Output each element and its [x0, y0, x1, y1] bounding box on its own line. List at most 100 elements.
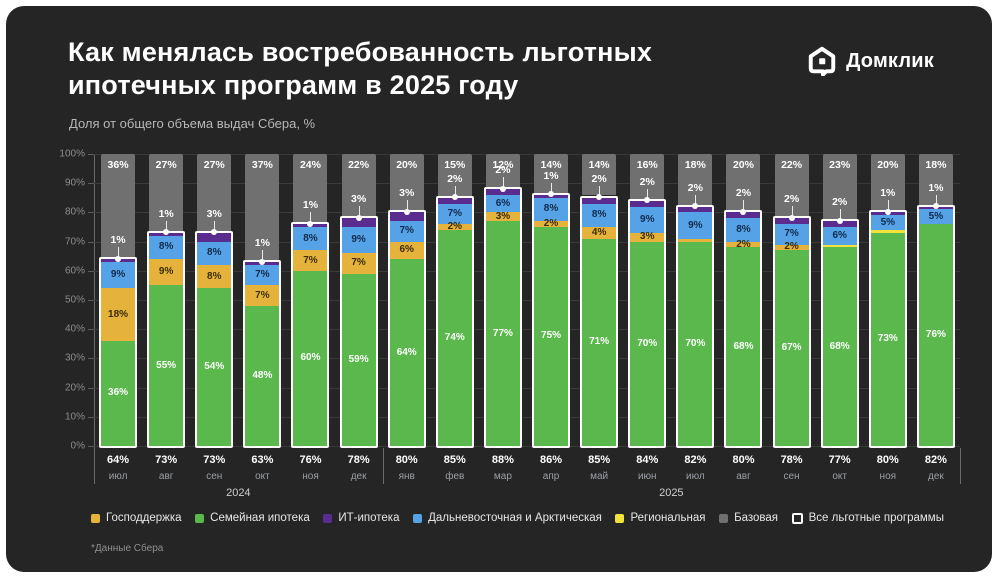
segment-it [630, 200, 665, 207]
all-programs-marker-dot [836, 217, 843, 224]
label-fareast: 8% [158, 241, 174, 253]
label-base: 16% [636, 159, 658, 171]
segment-fareast: 5% [870, 215, 905, 230]
all-programs-leader-line [743, 200, 745, 210]
subsidized-stack: 9%1%70%2% [676, 182, 715, 448]
chart-plot-area: 0% 10% 20% 30% 40% 50% 60% 70% 80% 90% 100% 36% 9% 1… [59, 149, 960, 452]
segment-it [341, 218, 376, 227]
segment-gos: 9% [149, 259, 184, 286]
label-base: 37% [251, 159, 273, 171]
label-family: 68% [733, 340, 754, 352]
bar-column-сен-2024: 27% 8% 8% 54% 3% [190, 154, 238, 448]
segment-gos: 7% [341, 253, 376, 274]
segment-base: 37% [245, 154, 280, 263]
label-it: 2% [495, 164, 511, 177]
month-label: май [590, 471, 609, 482]
segment-it [822, 221, 857, 227]
house-icon [807, 46, 837, 76]
segment-family: 48% [245, 305, 280, 446]
bar-column-фев-2025: 15% 7% 2% 74% 2% [431, 154, 479, 448]
segment-it [389, 212, 424, 222]
segment-family: 70% [678, 241, 713, 446]
total-label: 80% [395, 454, 418, 466]
all-programs-marker-dot [499, 185, 506, 192]
bar-column-дек-2024: 22% 9% 7% 59% 3% [335, 154, 383, 448]
label-fareast: 8% [591, 209, 607, 221]
year-label-2025: 2025 [659, 487, 684, 499]
x-label-фев-2025: 85% фев [431, 450, 479, 482]
subsidized-stack: 8% 9% 55% 1% [147, 208, 186, 448]
segment-family: 64% [389, 259, 424, 446]
subsidized-stack: 8% 4% 71% 2% [580, 173, 619, 448]
legend-item-base: Базовая [719, 512, 778, 524]
bar-column-авг-2024: 27% 8% 9% 55% 1% [142, 154, 190, 448]
y-tick-label: 40% [64, 323, 85, 335]
y-tick-mark [88, 446, 94, 447]
segment-gos: 7% [245, 285, 280, 306]
x-label-июн-2025: 84% июн [623, 450, 671, 482]
legend-swatch-all [791, 512, 803, 524]
subsidized-stack: 8% 8% 54% 3% [195, 208, 234, 448]
segment-fareast: 9% [341, 227, 376, 254]
gridline-0% [94, 446, 960, 447]
total-label: 78% [347, 454, 370, 466]
label-base: 15% [444, 159, 466, 171]
gridline-100% [94, 154, 960, 155]
y-tick-label: 30% [64, 352, 85, 364]
label-base: 20% [732, 159, 754, 171]
y-tick-label: 60% [64, 265, 85, 277]
total-label: 86% [540, 454, 563, 466]
all-programs-marker-dot [644, 197, 651, 204]
legend-label-all: Все льготные программы [808, 512, 944, 524]
label-base: 18% [684, 159, 706, 171]
bar-column-ноя-2024: 24% 8% 7% 60% 1% [286, 154, 334, 448]
all-programs-leader-line [935, 194, 937, 204]
segment-family: 70% [630, 241, 665, 446]
legend-item-all: Все льготные программы [791, 512, 944, 524]
x-label-май-2025: 85% май [575, 450, 623, 482]
label-base: 23% [829, 159, 851, 171]
segment-base: 27% [149, 154, 184, 233]
label-it: 2% [639, 175, 655, 188]
segment-fareast: 7% [389, 221, 424, 242]
bar-column-окт-2024: 37% 7% 7% 48% 1% [238, 154, 286, 448]
label-fareast: 9% [351, 234, 366, 246]
x-label-ноя-2024: 76% ноя [286, 450, 334, 482]
segment-fareast: 6% [822, 227, 857, 245]
label-fareast: 8% [736, 223, 751, 235]
total-label: 82% [684, 454, 707, 466]
all-programs-marker-dot [740, 208, 747, 215]
label-it: 1% [880, 187, 896, 200]
total-label: 84% [636, 454, 659, 466]
segment-family: 68% [726, 247, 761, 446]
label-it: 1% [158, 207, 174, 220]
all-programs-marker-dot [163, 229, 170, 236]
month-label: янв [398, 471, 415, 482]
all-programs-leader-line [695, 194, 697, 204]
total-label: 64% [107, 454, 130, 466]
label-base: 14% [540, 159, 562, 171]
month-label: июл [686, 471, 705, 482]
label-gos: 6% [399, 244, 414, 256]
label-fareast: 7% [255, 269, 270, 281]
month-label: авг [736, 471, 751, 482]
label-base: 22% [348, 159, 370, 171]
label-it: 3% [399, 187, 415, 200]
total-label: 80% [732, 454, 755, 466]
bar-column-янв-2025: 20% 7% 6% 64% 3% [383, 154, 431, 448]
subsidized-stack: 8% 7% 60% 1% [291, 199, 330, 448]
legend-swatch-base [719, 513, 729, 523]
x-label-окт-2025: 77% окт [816, 450, 864, 482]
y-tick-label: 20% [64, 382, 85, 394]
x-label-мар-2025: 88% мар [479, 450, 527, 482]
label-family: 67% [781, 342, 802, 354]
all-programs-marker-dot [403, 208, 410, 215]
label-gos: 18% [108, 308, 129, 320]
all-programs-leader-line [839, 209, 841, 219]
total-label: 77% [828, 454, 851, 466]
legend-label-it: ИТ-ипотека [338, 512, 400, 524]
label-it: 2% [832, 196, 848, 209]
all-programs-leader-line [454, 185, 456, 195]
all-programs-leader-line [310, 212, 312, 222]
label-gos: 8% [207, 270, 222, 282]
